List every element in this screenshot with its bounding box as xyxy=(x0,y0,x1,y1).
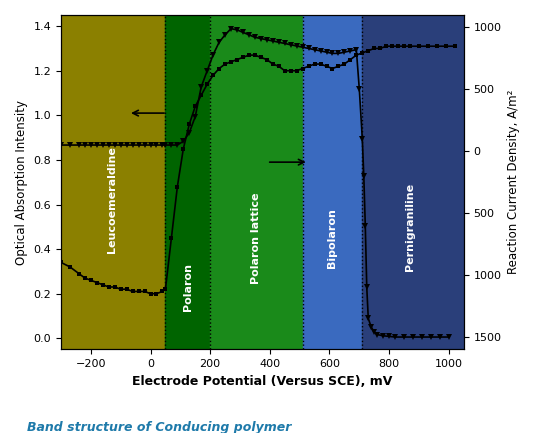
X-axis label: Electrode Potential (Versus SCE), mV: Electrode Potential (Versus SCE), mV xyxy=(132,375,393,388)
Text: Pernigraniline: Pernigraniline xyxy=(405,183,415,271)
Text: Leucoemeraldine: Leucoemeraldine xyxy=(107,147,117,253)
Text: Polaron lattice: Polaron lattice xyxy=(251,192,262,284)
Y-axis label: Optical Absorption Intensity: Optical Absorption Intensity xyxy=(15,100,28,265)
Bar xyxy=(165,15,210,349)
Text: Bipolaron: Bipolaron xyxy=(327,208,338,268)
Bar xyxy=(210,15,303,349)
Text: Polaron: Polaron xyxy=(183,263,193,311)
Bar xyxy=(303,15,362,349)
Bar xyxy=(362,15,464,349)
Bar xyxy=(61,15,165,349)
Text: Band structure of Conducing polymer: Band structure of Conducing polymer xyxy=(27,421,291,433)
Y-axis label: Reaction Current Density, A/m²: Reaction Current Density, A/m² xyxy=(507,90,520,275)
